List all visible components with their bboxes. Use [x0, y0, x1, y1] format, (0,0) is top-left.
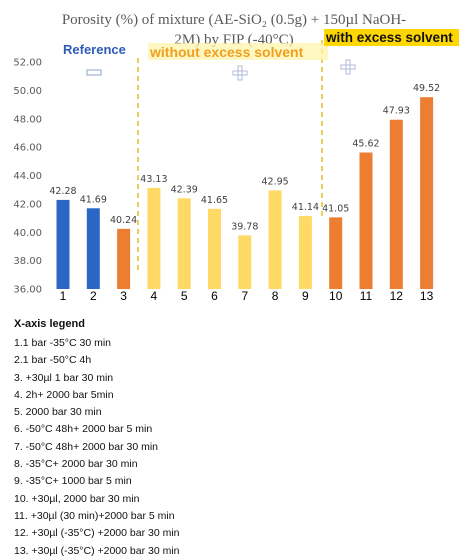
- data-label: 42.28: [49, 186, 76, 197]
- legend-title: X-axis legend: [14, 318, 85, 330]
- x-tick-label: 9: [302, 289, 309, 303]
- x-tick-label: 1: [60, 289, 67, 303]
- x-tick-label: 5: [181, 289, 188, 303]
- data-label: 41.65: [201, 195, 228, 206]
- x-tick-label: 12: [390, 289, 404, 303]
- y-tick-label: 50.00: [13, 86, 42, 97]
- legend-item: 13. +30µl (-35°C) +2000 bar 30 min: [14, 544, 180, 557]
- y-tick-label: 46.00: [13, 143, 42, 154]
- data-label: 49.52: [413, 83, 440, 94]
- data-label: 41.14: [292, 202, 319, 213]
- data-label: 39.78: [231, 221, 258, 232]
- data-label: 41.69: [80, 194, 107, 205]
- bar-4: [147, 187, 161, 289]
- annotation-without-highlight: [148, 43, 328, 60]
- legend-item: 9. -35°C+ 1000 bar 5 min: [14, 475, 132, 488]
- x-tick-label: 10: [329, 289, 343, 303]
- y-tick-label: 48.00: [13, 114, 42, 125]
- legend-item: 12. +30µl (-35°C) +2000 bar 30 min: [14, 527, 180, 540]
- bar-7: [238, 235, 252, 289]
- x-tick-label: 3: [120, 289, 127, 303]
- legend-item: 11. +30µl (30 min)+2000 bar 5 min: [14, 509, 175, 522]
- legend-item: 3. +30µl 1 bar 30 min: [14, 371, 114, 384]
- legend-item: 8. -35°C+ 2000 bar 30 min: [14, 458, 138, 471]
- bar-6: [208, 208, 221, 289]
- legend-list: 1.1 bar -35°C 30 min 2.1 bar -50°C 4h 3. +…: [14, 335, 454, 560]
- bar-5: [177, 198, 191, 289]
- legend-item: 4. 2h+ 2000 bar 5min: [14, 388, 114, 401]
- y-axis-ticks: 36.00 38.00 40.00 42.00 44.00 46.00 48.00 50.00…: [13, 58, 42, 296]
- x-tick-label: 2: [90, 289, 97, 303]
- x-tick-label: 11: [360, 289, 373, 303]
- legend-item: 6. -50°C 48h+ 2000 bar 5 min: [14, 423, 153, 436]
- legend-item: 7. -50°C 48h+ 2000 bar 30 min: [14, 440, 159, 453]
- porosity-bar-chart: Porosity (%) of mixture (AE-SiO₂ (0.5g) …: [13, 12, 459, 303]
- data-label: 40.24: [110, 215, 137, 226]
- bar-11: [359, 152, 373, 289]
- x-tick-label: 13: [420, 289, 434, 303]
- data-label: 41.05: [322, 203, 349, 214]
- x-axis-legend: X-axis legend 1.1 bar -35°C 30 min 2.1 ba…: [14, 318, 454, 560]
- annotation-with-excess: with excess solvent: [325, 30, 453, 45]
- bar-12: [389, 119, 403, 289]
- plus-icon: [232, 65, 248, 81]
- minus-icon: [86, 69, 102, 76]
- bar-9: [298, 216, 312, 289]
- x-tick-label: 6: [211, 289, 218, 303]
- y-tick-label: 52.00: [13, 58, 42, 69]
- bars: [56, 97, 434, 289]
- data-label: 43.13: [140, 174, 167, 185]
- annotation-with-highlight: [324, 29, 459, 46]
- legend-item: 5. 2000 bar 30 min: [14, 406, 102, 419]
- y-tick-label: 40.00: [13, 228, 42, 239]
- y-tick-label: 36.00: [13, 285, 42, 296]
- bar-2: [86, 208, 100, 289]
- data-label: 47.93: [383, 106, 410, 117]
- x-tick-label: 4: [151, 289, 158, 303]
- annotation-without-excess: without excess solvent: [149, 44, 304, 60]
- y-tick-label: 38.00: [13, 256, 42, 267]
- legend-item: 2.1 bar -50°C 4h: [14, 354, 92, 367]
- legend-item: 10. +30µl, 2000 bar 30 min: [14, 492, 140, 505]
- data-label: 42.95: [261, 176, 288, 187]
- plus-icon: [340, 59, 356, 75]
- bar-1: [56, 199, 70, 289]
- bar-10: [329, 217, 343, 289]
- y-tick-label: 42.00: [13, 199, 42, 210]
- data-label: 45.62: [352, 139, 379, 150]
- bar-3: [117, 228, 131, 289]
- bar-8: [268, 190, 282, 289]
- x-tick-label: 7: [241, 289, 248, 303]
- chart-title-line-1: Porosity (%) of mixture (AE-SiO₂ (0.5g) …: [62, 12, 406, 28]
- x-tick-label: 8: [272, 289, 279, 303]
- y-tick-label: 44.00: [13, 171, 42, 182]
- data-label: 42.39: [171, 184, 198, 195]
- x-axis-ticks: 1 2 3 4 5 6 7 8 9 10 11 12 13: [60, 289, 434, 303]
- bar-13: [420, 97, 434, 289]
- legend-item: 1.1 bar -35°C 30 min: [14, 337, 111, 349]
- annotation-reference: Reference: [63, 42, 126, 57]
